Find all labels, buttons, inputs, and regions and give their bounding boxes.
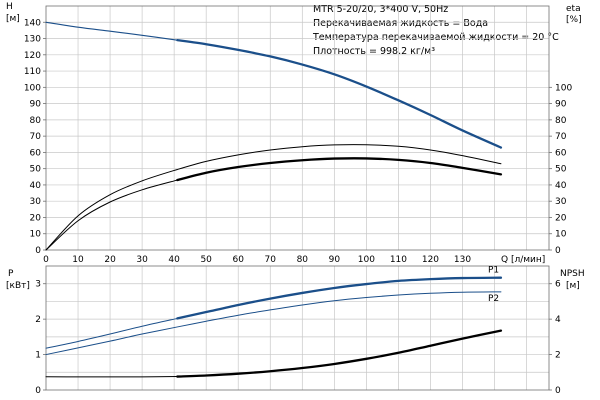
x-tick-label: 110 [390,255,407,265]
top-right-axis-label-2: [%] [566,15,582,25]
plot-layer: 0102030405060708090100110120130140010203… [24,5,572,396]
info-line-fluid: Перекачиваемая жидкость = Вода [313,18,488,29]
bottom-series-line-1 [176,276,503,320]
x-tick-label: 20 [104,255,116,265]
bottom-left-tick-label: 0 [35,386,41,396]
top-right-tick-label: 50 [555,165,567,175]
top-left-tick-label: 70 [30,132,42,142]
top-series-line-3 [45,179,178,251]
x-tick-label: 70 [265,255,277,265]
bottom-series-line-2 [45,291,502,356]
bottom-right-axis-label-1: NPSH [560,269,585,279]
top-right-tick-label: 60 [555,148,567,158]
top-series-line-0 [45,21,178,41]
bottom-right-tick-label: 6 [555,280,561,290]
bottom-plot-frame [45,265,550,391]
top-left-tick-label: 140 [24,18,41,28]
bottom-right-tick-label: 2 [555,351,561,361]
top-left-tick-label: 110 [24,67,41,77]
top-series-line-4 [176,157,503,182]
top-left-tick-label: 30 [30,197,42,207]
bottom-right-tick-label: 0 [555,386,561,396]
top-right-tick-label: 80 [555,116,567,126]
chart-title: MTR 5-20/20, 3*400 V, 50Hz [313,4,448,15]
top-right-tick-label: 40 [555,181,567,191]
x-tick-label: 50 [200,255,212,265]
bottom-series-label-p2: P2 [488,294,499,304]
top-series-line-2 [45,144,502,251]
top-right-tick-label: 100 [555,83,572,93]
top-right-tick-label: 10 [555,230,567,240]
top-right-tick-label: 90 [555,100,567,110]
x-tick-label: 90 [329,255,341,265]
x-tick-label: 10 [72,255,84,265]
top-left-tick-label: 20 [30,213,42,223]
top-left-axis-label-2: [м] [6,14,20,24]
top-left-tick-label: 80 [30,116,42,126]
bottom-left-axis-label-1: P [8,269,14,279]
bottom-series-line-0 [45,317,178,349]
top-left-tick-label: 130 [24,35,41,45]
x-tick-label: 60 [233,255,245,265]
top-right-tick-label: 20 [555,213,567,223]
x-tick-label: 100 [358,255,375,265]
top-left-tick-label: 90 [30,100,42,110]
top-left-tick-label: 10 [30,230,42,240]
bottom-left-tick-label: 3 [35,280,41,290]
x-tick-label: 30 [136,255,148,265]
x-tick-label: 0 [43,255,49,265]
top-series-line-1 [176,39,503,149]
top-right-tick-label: 30 [555,197,567,207]
top-left-tick-label: 40 [30,181,42,191]
x-tick-label: 40 [168,255,180,265]
x-tick-label: 120 [422,255,439,265]
top-left-tick-label: 60 [30,148,42,158]
x-tick-label: 130 [454,255,471,265]
bottom-series-label-p1: P1 [488,266,499,276]
top-right-axis-label-1: eta [566,4,581,14]
top-left-axis-label-1: H [6,2,13,12]
bottom-series-line-4 [176,329,503,378]
top-left-tick-label: 120 [24,51,41,61]
top-right-tick-label: 70 [555,132,567,142]
x-tick-label: 80 [297,255,309,265]
bottom-right-tick-label: 4 [555,315,561,325]
bottom-left-axis-label-2: [кВт] [6,281,30,291]
bottom-left-tick-label: 1 [35,351,41,361]
bottom-right-axis-label-2: [м] [566,281,580,291]
top-left-tick-label: 100 [24,83,41,93]
bottom-left-tick-label: 2 [35,315,41,325]
top-right-tick-label: 0 [555,246,561,256]
top-plot-frame [45,5,550,251]
top-left-tick-label: 50 [30,165,42,175]
info-line-density: Плотность = 998.2 кг/м³ [313,46,435,57]
info-line-temperature: Температура перекачиваемой жидкости = 20… [312,32,559,43]
x-axis-label: Q [л/мин] [501,255,545,265]
top-left-tick-label: 0 [35,246,41,256]
